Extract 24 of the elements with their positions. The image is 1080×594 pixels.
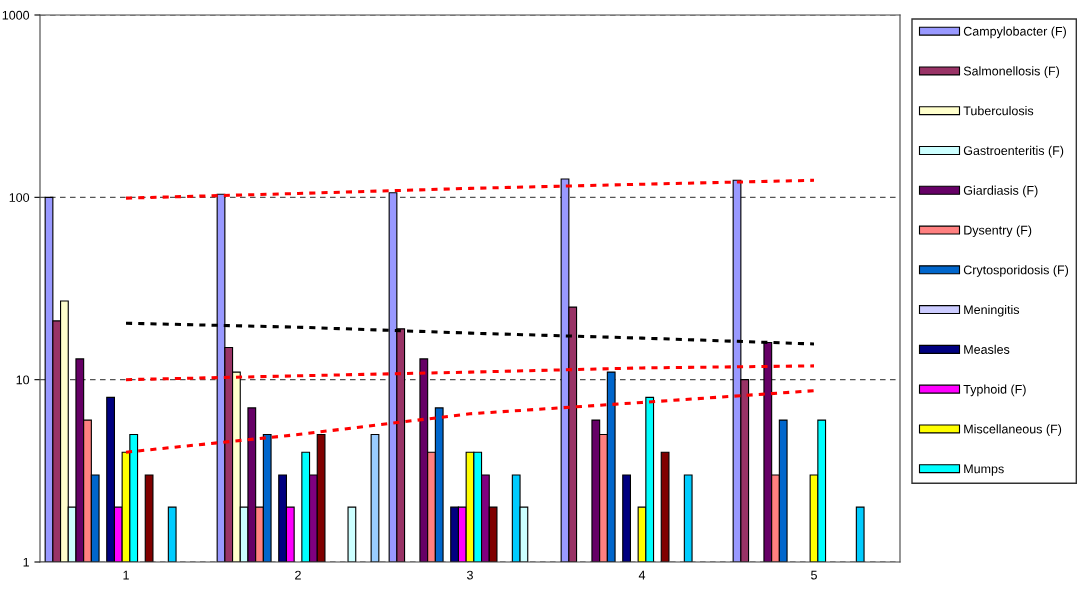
x-tick-label: 1 xyxy=(123,570,129,580)
x-tick-label: 4 xyxy=(638,570,646,580)
line-series xyxy=(124,389,816,454)
legend-label: Tuberculosis xyxy=(963,106,1034,116)
x-tick-label: 5 xyxy=(811,570,817,580)
legend-label: Crytosporidosis (F) xyxy=(963,265,1069,277)
y-tick-label: 10 xyxy=(16,375,30,385)
line-series xyxy=(124,178,816,200)
legend-label: Dysentry (F) xyxy=(964,225,1032,238)
y-tick-label: 100 xyxy=(9,193,30,202)
legend-label: Salmonellosis (F) xyxy=(963,66,1060,78)
legend-label: Meningitis xyxy=(964,304,1020,317)
legend-label: Gastroenteritis (F) xyxy=(963,145,1064,158)
legend-label: Campylobacter (F) xyxy=(963,26,1066,39)
x-tick-label: 2 xyxy=(295,570,301,580)
x-tick-label: 3 xyxy=(467,570,473,580)
y-tick-label: 1 xyxy=(23,557,29,567)
legend-label: Typhoid (F) xyxy=(963,384,1026,397)
legend-label: Measles xyxy=(964,344,1010,354)
legend-label: Mumps xyxy=(964,464,1004,476)
legend-label: Giardiasis (F) xyxy=(963,185,1038,198)
y-tick-label: 1000 xyxy=(2,10,30,20)
line-series xyxy=(124,364,816,382)
legend-label: Miscellaneous (F) xyxy=(964,424,1062,436)
